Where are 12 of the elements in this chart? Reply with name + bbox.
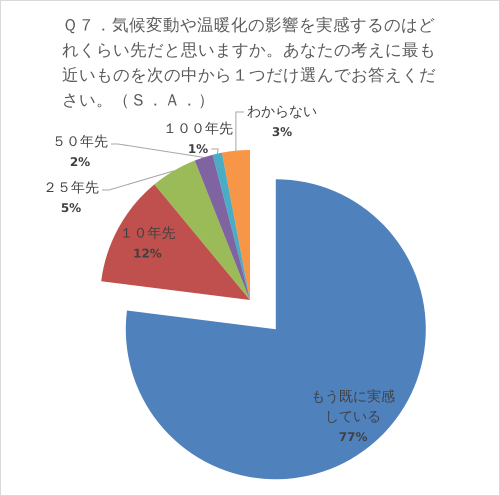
data-label: 12% — [133, 246, 162, 261]
slice-label: ５０年先 — [52, 134, 108, 150]
slice-label: １００年先 — [163, 121, 233, 137]
data-label: 77% — [338, 430, 368, 444]
slice-label: わからない — [247, 104, 317, 120]
data-label: 1% — [188, 142, 208, 156]
data-label: 2% — [70, 155, 90, 169]
slice-label: ２５年先 — [43, 180, 99, 196]
slice-label: もう既に実感している — [311, 389, 396, 426]
slice-label: １０年先 — [119, 226, 176, 242]
data-label: 5% — [60, 201, 82, 215]
data-label: 3% — [272, 125, 292, 139]
